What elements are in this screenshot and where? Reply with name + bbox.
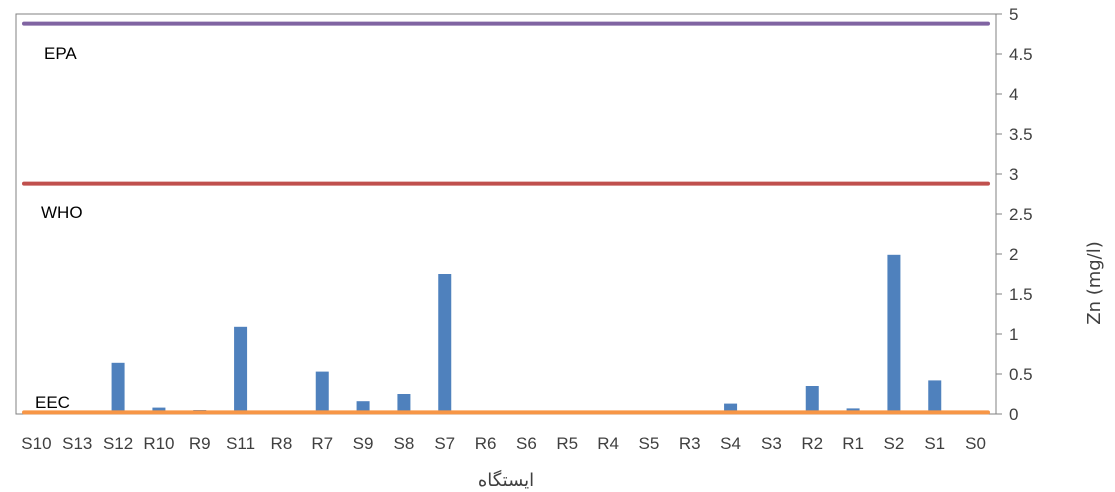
x-tick-label: R8 bbox=[271, 434, 293, 453]
x-tick-label: R5 bbox=[556, 434, 578, 453]
y-tick-label: 4.5 bbox=[1009, 45, 1033, 64]
x-tick-label: S0 bbox=[965, 434, 986, 453]
y-axis: 0 0.5 1 1.5 2 2.5 3 3.5 4 4.5 5 bbox=[996, 5, 1033, 424]
x-tick-label: S3 bbox=[761, 434, 782, 453]
y-tick-label: 3.5 bbox=[1009, 125, 1033, 144]
x-tick-label: S1 bbox=[924, 434, 945, 453]
plot-area-frame bbox=[15, 13, 997, 415]
reference-label-epa: EPA bbox=[44, 44, 77, 63]
bar-R2 bbox=[805, 386, 819, 414]
bar-R7 bbox=[315, 371, 329, 414]
bar-S7 bbox=[438, 274, 452, 414]
bar-S8 bbox=[397, 394, 411, 414]
bar-S12 bbox=[111, 362, 125, 414]
x-tick-label: S13 bbox=[62, 434, 92, 453]
y-tick-label: 1.5 bbox=[1009, 285, 1033, 304]
x-tick-label: S8 bbox=[394, 434, 415, 453]
x-tick-label: S11 bbox=[226, 434, 255, 453]
reference-label-who: WHO bbox=[41, 203, 83, 222]
x-axis-title: ایستگاه bbox=[478, 469, 534, 491]
x-tick-label: R3 bbox=[679, 434, 701, 453]
x-tick-label: S4 bbox=[720, 434, 741, 453]
y-tick-label: 1 bbox=[1009, 325, 1018, 344]
reference-label-eec: EEC bbox=[35, 393, 70, 412]
x-tick-label: S9 bbox=[353, 434, 374, 453]
x-tick-label: S7 bbox=[434, 434, 455, 453]
x-tick-label: R7 bbox=[311, 434, 333, 453]
y-tick-label: 0 bbox=[1009, 405, 1018, 424]
x-tick-label: R2 bbox=[801, 434, 823, 453]
y-tick-label: 3 bbox=[1009, 165, 1018, 184]
reference-lines-layer: EPA WHO EEC bbox=[22, 21, 990, 415]
y-tick-label: 0.5 bbox=[1009, 365, 1033, 384]
bar-S4 bbox=[724, 403, 738, 414]
x-tick-label: R9 bbox=[189, 434, 211, 453]
x-tick-label: S5 bbox=[639, 434, 660, 453]
x-tick-label: S6 bbox=[516, 434, 537, 453]
y-tick-label: 5 bbox=[1009, 5, 1018, 24]
x-tick-label: R1 bbox=[842, 434, 864, 453]
x-tick-label: R4 bbox=[597, 434, 619, 453]
x-tick-label: R6 bbox=[475, 434, 497, 453]
bars-layer bbox=[111, 254, 983, 414]
x-tick-label: S2 bbox=[884, 434, 905, 453]
bar-S11 bbox=[234, 326, 248, 414]
x-tick-label: S12 bbox=[103, 434, 133, 453]
y-axis-title: Zn (mg/l) bbox=[1084, 241, 1105, 325]
x-tick-label: S10 bbox=[21, 434, 51, 453]
y-tick-label: 2 bbox=[1009, 245, 1018, 264]
x-axis: S10 S13 S12 R10 R9 S11 R8 R7 S9 S8 S7 R6 S6 R5 R4 S5 R3 S… bbox=[21, 434, 986, 453]
x-tick-label: R10 bbox=[143, 434, 174, 453]
y-tick-label: 4 bbox=[1009, 85, 1018, 104]
bar-S2 bbox=[887, 254, 901, 414]
bar-S1 bbox=[928, 380, 942, 414]
y-tick-label: 2.5 bbox=[1009, 205, 1033, 224]
